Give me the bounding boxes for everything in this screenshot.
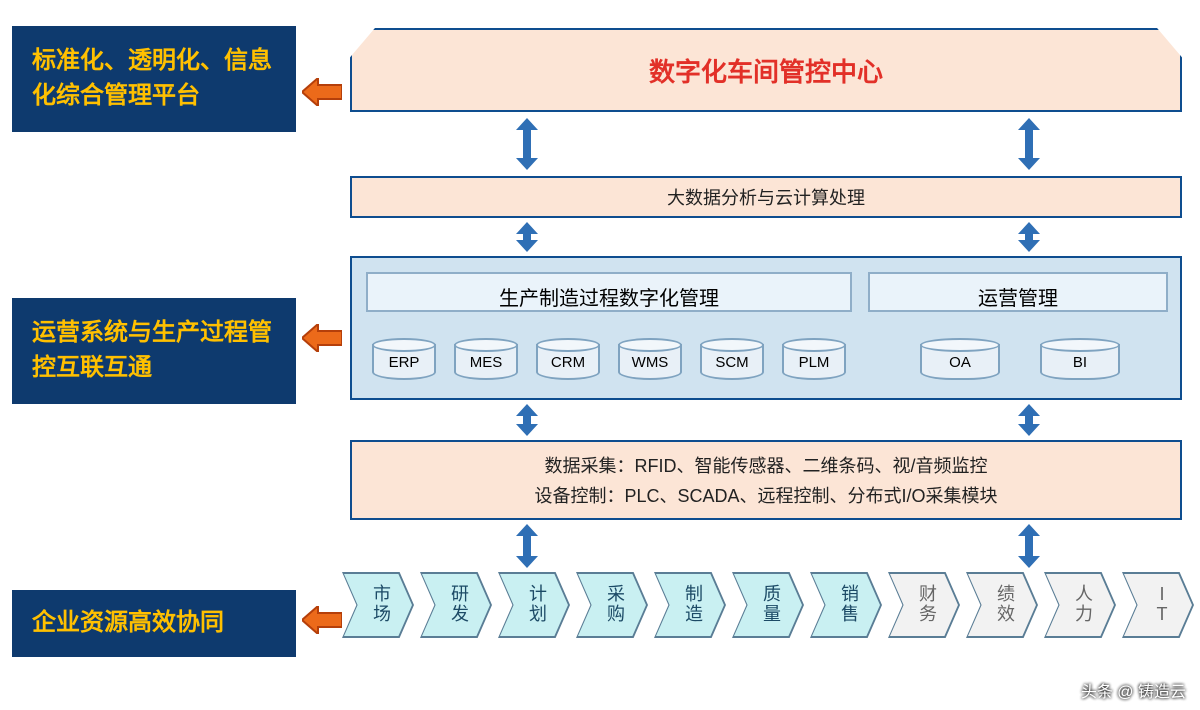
arrow-left-icon [302,606,342,634]
data-line: 数据采集：RFID、智能传感器、二维条码、视/音频监控 [545,452,988,478]
side-box-bot: 企业资源高效协同 [12,590,296,657]
double-arrow-icon [516,118,538,170]
double-arrow-icon [1018,404,1040,436]
double-arrow-icon [1018,524,1040,568]
subbox-operations: 运营管理 [868,272,1168,312]
chevron-销售: 销售 [810,572,882,638]
layer-control-center: 数字化车间管控中心 [350,28,1182,112]
cylinder-erp: ERP [372,338,436,380]
cylinder-scm: SCM [700,338,764,380]
double-arrow-icon [516,404,538,436]
arrow-left-icon [302,324,342,352]
data-line: 设备控制：PLC、SCADA、远程控制、分布式I/O采集模块 [534,482,997,508]
layer-bigdata: 大数据分析与云计算处理 [350,176,1182,218]
chevron-市场: 市场 [342,572,414,638]
layer-text: 大数据分析与云计算处理 [667,184,865,210]
side-box-mid: 运营系统与生产过程管控互联互通 [12,298,296,404]
cylinder-mes: MES [454,338,518,380]
side-box-top: 标准化、透明化、信息化综合管理平台 [12,26,296,132]
chevron-财务: 财务 [888,572,960,638]
layer-data-control: 数据采集：RFID、智能传感器、二维条码、视/音频监控 设备控制：PLC、SCA… [350,440,1182,520]
double-arrow-icon [516,222,538,252]
subbox-manufacturing: 生产制造过程数字化管理 [366,272,852,312]
side-text: 运营系统与生产过程管控互联互通 [32,319,272,381]
double-arrow-icon [1018,222,1040,252]
side-text: 标准化、透明化、信息化综合管理平台 [32,47,272,109]
cylinder-oa: OA [920,338,1000,380]
chevron-绩效: 绩效 [966,572,1038,638]
cylinder-plm: PLM [782,338,846,380]
cylinder-wms: WMS [618,338,682,380]
double-arrow-icon [516,524,538,568]
chevron-计划: 计划 [498,572,570,638]
chevron-研发: 研发 [420,572,492,638]
arrow-left-icon [302,78,342,106]
chevron-制造: 制造 [654,572,726,638]
subbox-title: 运营管理 [978,288,1058,310]
side-text: 企业资源高效协同 [32,609,224,636]
chevron-IT: IT [1122,572,1194,638]
layer-title: 数字化车间管控中心 [649,52,883,89]
chevron-row: 市场研发计划采购制造质量销售财务绩效人力IT [342,572,1200,638]
watermark: 头条 @ 铸造云 [1081,678,1186,702]
double-arrow-icon [1018,118,1040,170]
chevron-人力: 人力 [1044,572,1116,638]
cylinder-crm: CRM [536,338,600,380]
chevron-质量: 质量 [732,572,804,638]
chevron-采购: 采购 [576,572,648,638]
layer-systems: 生产制造过程数字化管理 运营管理 ERP MES CRM WMS SCM PLM OA BI [350,256,1182,400]
subbox-title: 生产制造过程数字化管理 [499,288,719,310]
cylinder-bi: BI [1040,338,1120,380]
